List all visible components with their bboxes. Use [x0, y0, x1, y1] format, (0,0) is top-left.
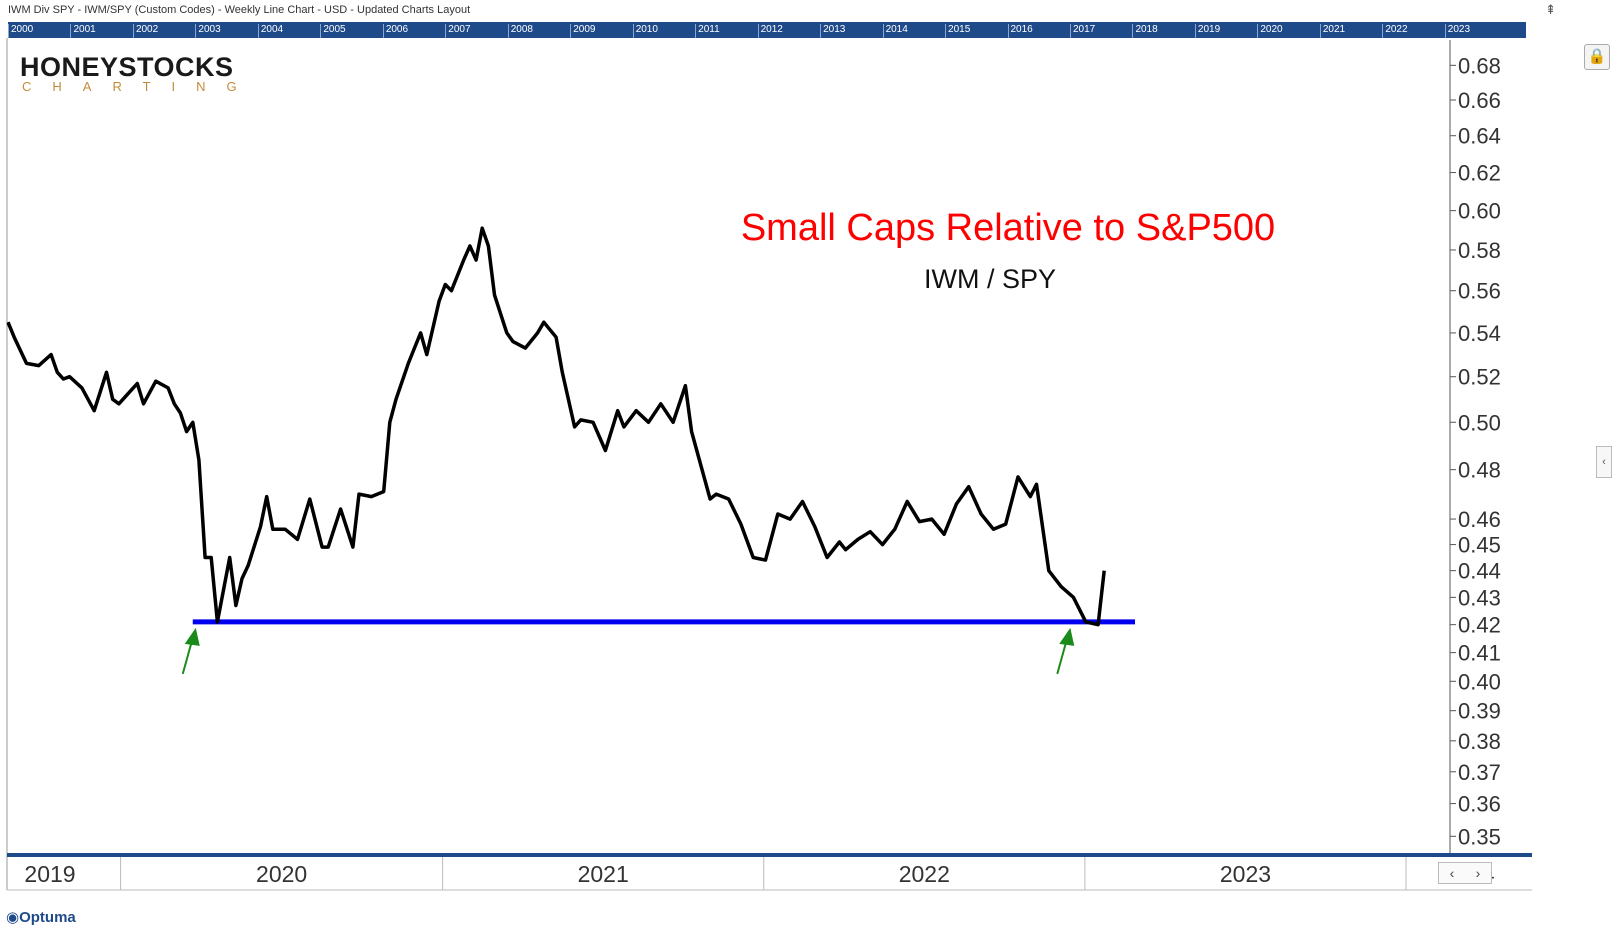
- y-tick-label: 0.38: [1458, 729, 1501, 754]
- lock-icon[interactable]: 🔒: [1584, 44, 1610, 70]
- scroll-nav-buttons: ‹ ›: [1438, 862, 1492, 884]
- y-tick-label: 0.52: [1458, 365, 1501, 390]
- y-tick-label: 0.35: [1458, 824, 1501, 849]
- x-tick-label: 2022: [899, 861, 950, 887]
- y-tick-label: 0.54: [1458, 321, 1501, 346]
- y-tick-label: 0.45: [1458, 533, 1501, 558]
- overview-year-label: 2006: [382, 24, 408, 38]
- overview-year-label: 2008: [507, 24, 533, 38]
- logo-main-text: HONEYSTOCKS: [20, 52, 234, 82]
- overview-year-label: 2011: [695, 24, 720, 38]
- y-tick-label: 0.44: [1458, 559, 1501, 584]
- overview-year-label: 2000: [8, 24, 33, 38]
- y-tick-label: 0.42: [1458, 613, 1501, 638]
- y-tick-label: 0.60: [1458, 199, 1501, 224]
- x-axis-bar: [7, 853, 1532, 857]
- overview-year-label: 2010: [632, 24, 658, 38]
- y-tick-label: 0.68: [1458, 53, 1501, 78]
- scroll-left-button[interactable]: ‹: [1449, 865, 1455, 881]
- scroll-right-button[interactable]: ›: [1475, 865, 1481, 881]
- y-tick-label: 0.36: [1458, 792, 1501, 817]
- window-title: IWM Div SPY - IWM/SPY (Custom Codes) - W…: [8, 4, 471, 16]
- pin-icon[interactable]: ⇞: [1545, 2, 1556, 17]
- overview-year-label: 2019: [1194, 24, 1220, 38]
- overview-year-label: 2007: [445, 24, 471, 38]
- y-tick-label: 0.37: [1458, 760, 1501, 785]
- series-line: [6, 226, 1106, 627]
- overview-year-label: 2012: [757, 24, 783, 38]
- y-tick-label: 0.66: [1458, 88, 1501, 113]
- overview-year-label: 2005: [320, 24, 346, 38]
- chart-subtitle: IWM / SPY: [924, 264, 1056, 294]
- chart-title: Small Caps Relative to S&P500: [741, 207, 1275, 249]
- overview-year-label: 2022: [1382, 24, 1408, 38]
- y-tick-label: 0.40: [1458, 669, 1501, 694]
- y-tick-label: 0.43: [1458, 585, 1501, 610]
- timeline-overview-bar[interactable]: 2000 2001 2002 2003 2004 2005 2006 2007 2008 2009…: [8, 22, 1526, 38]
- overview-year-label: 2015: [945, 24, 970, 38]
- logo-sub-text: CHARTING: [22, 79, 258, 94]
- overview-year-label: 2014: [882, 24, 908, 38]
- overview-year-label: 2017: [1069, 24, 1095, 38]
- x-tick-label: 2023: [1220, 861, 1271, 887]
- honeystocks-logo: HONEYSTOCKS CHARTING: [20, 52, 258, 94]
- side-panel-handle-icon[interactable]: ‹: [1596, 446, 1612, 478]
- optuma-brand: ◉Optuma: [6, 908, 76, 926]
- overview-year-label: 2016: [1007, 24, 1033, 38]
- overview-year-label: 2023: [1444, 24, 1470, 38]
- y-tick-label: 0.56: [1458, 279, 1501, 304]
- arrow-head: [1059, 627, 1075, 646]
- window-title-bar: IWM Div SPY - IWM/SPY (Custom Codes) - W…: [0, 0, 1622, 22]
- overview-year-label: 2021: [1319, 24, 1345, 38]
- overview-year-label: 2018: [1132, 24, 1158, 38]
- y-tick-label: 0.62: [1458, 161, 1501, 186]
- optuma-brand-text: Optuma: [19, 909, 76, 926]
- y-tick-label: 0.48: [1458, 458, 1501, 483]
- overview-year-label: 2004: [257, 24, 283, 38]
- overview-year-label: 2020: [1257, 24, 1283, 38]
- optuma-logo-icon: ◉: [6, 909, 20, 926]
- y-tick-label: 0.46: [1458, 507, 1501, 532]
- overview-year-label: 2002: [132, 24, 158, 38]
- y-tick-label: 0.58: [1458, 238, 1501, 263]
- x-tick-label: 2020: [256, 861, 307, 887]
- arrow-head: [184, 627, 200, 646]
- y-tick-label: 0.41: [1458, 641, 1501, 666]
- x-tick-label: 2021: [578, 861, 629, 887]
- overview-year-label: 2013: [820, 24, 845, 38]
- y-tick-label: 0.50: [1458, 410, 1501, 435]
- y-tick-label: 0.64: [1458, 124, 1501, 149]
- overview-year-label: 2001: [70, 24, 96, 38]
- overview-year-label: 2009: [570, 24, 595, 38]
- x-tick-label: 2019: [24, 861, 75, 887]
- y-tick-label: 0.39: [1458, 699, 1501, 724]
- overview-year-label: 2003: [195, 24, 221, 38]
